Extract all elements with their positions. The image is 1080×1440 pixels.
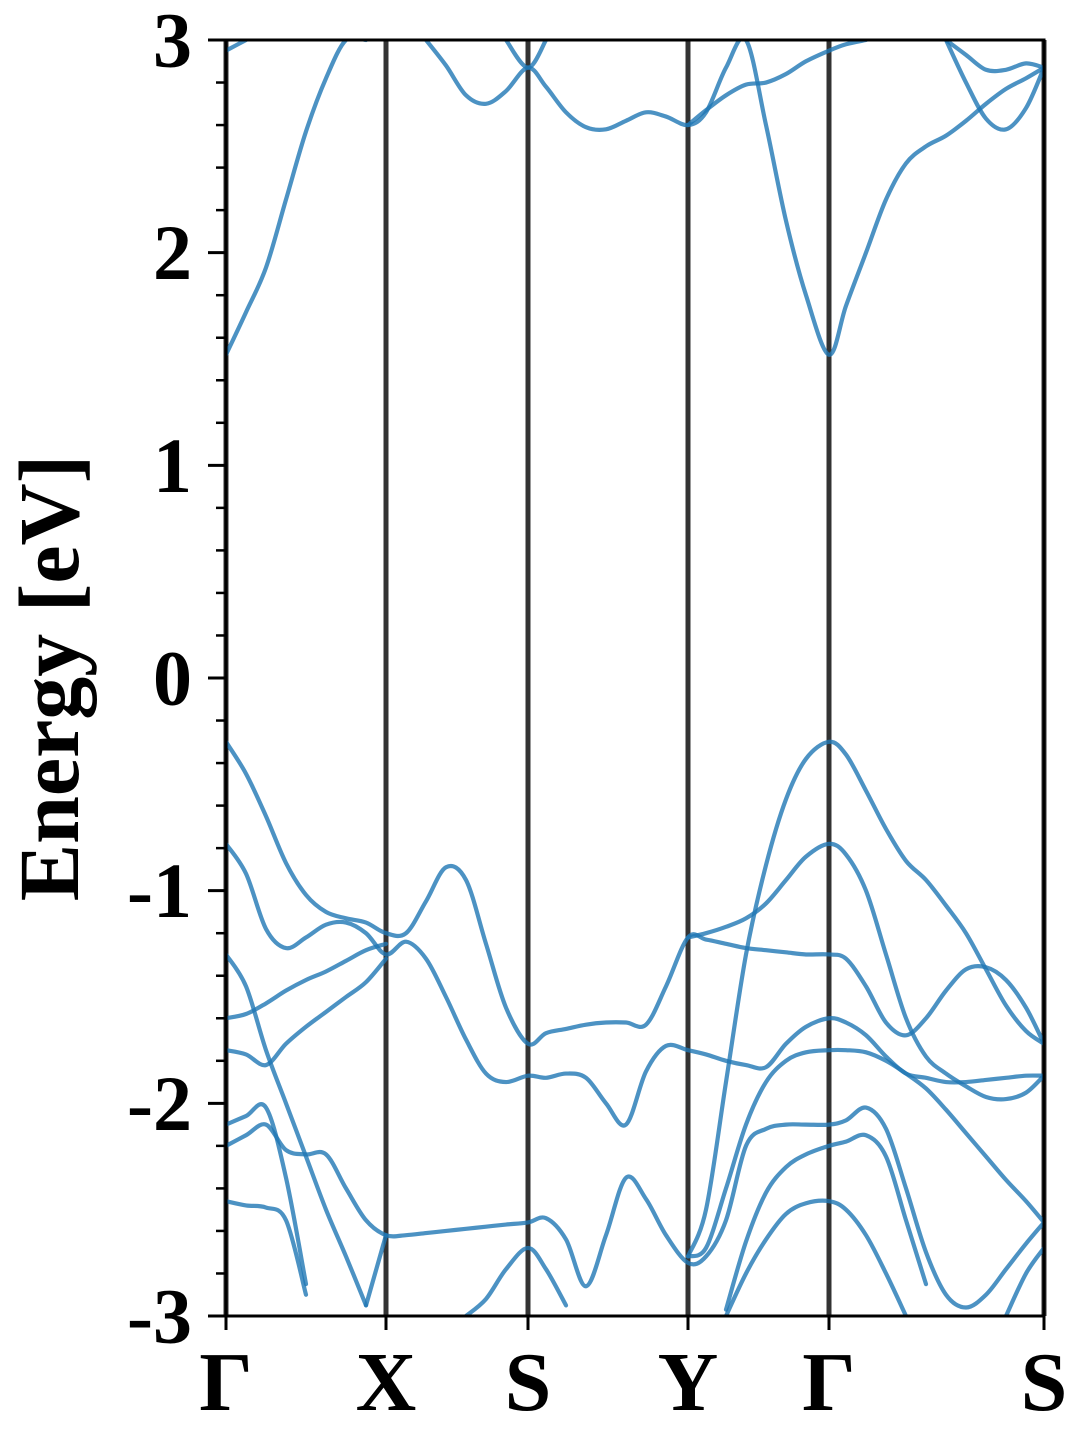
band-line [226,40,1044,128]
y-tick-label: 2 [153,209,192,296]
x-tick-label: Γ [802,1336,855,1429]
band-line [226,739,1044,1259]
y-tick-label: 3 [153,0,192,84]
x-tick-label: S [505,1336,552,1429]
plot-frame [224,38,1046,1318]
band-line [226,1198,909,1316]
band-line [226,841,1044,1102]
band-line [226,1102,929,1312]
band-line [943,40,1044,132]
y-axis-label: Energy [eV] [1,455,97,902]
y-tick-label: -3 [127,1273,192,1360]
y-tick-label: 1 [153,422,192,509]
y-tick-label: -1 [127,847,192,934]
band-line [226,40,1044,357]
band-line [226,739,1044,1047]
bands [226,40,1044,1316]
x-tick-label: X [356,1336,417,1429]
x-tick-label: S [1021,1336,1068,1429]
band-line [226,1105,1044,1310]
y-tick-label: 0 [153,635,192,722]
symmetry-lines [223,40,1047,1316]
x-tick-label: Y [658,1336,719,1429]
band-line [363,1233,1044,1316]
x-tick-label: Γ [199,1336,252,1429]
band-line [226,952,1044,1308]
y-tick-label: -2 [127,1060,192,1147]
